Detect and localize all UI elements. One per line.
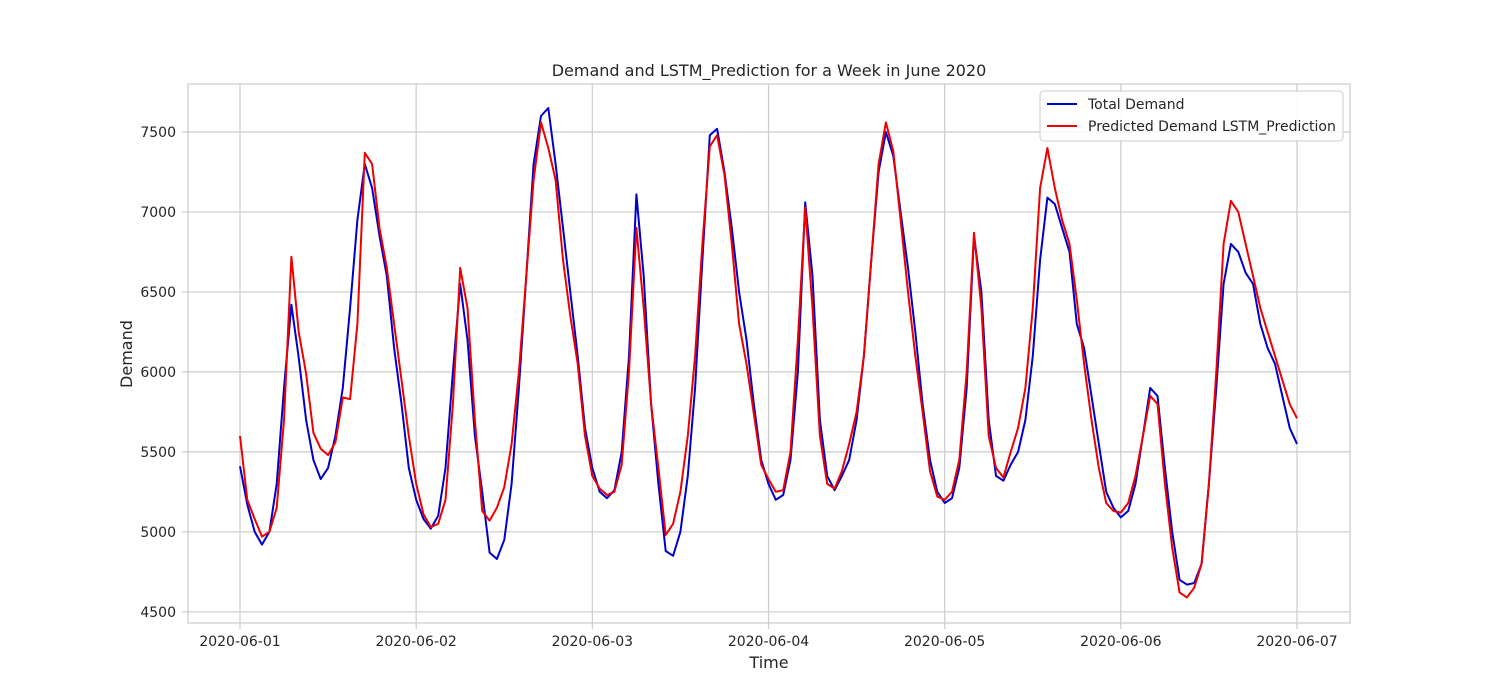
y-tick-label: 6500 xyxy=(140,285,176,301)
series-line-predicted-demand-lstm-prediction xyxy=(239,121,1298,599)
y-tick-label: 5000 xyxy=(140,525,176,541)
series-lines xyxy=(239,107,1298,599)
x-tick-label: 2020-06-04 xyxy=(728,634,809,650)
y-tick-label: 6000 xyxy=(140,365,176,381)
y-tick-label: 7500 xyxy=(140,125,176,141)
x-tick-label: 2020-06-01 xyxy=(199,634,280,650)
y-tick-label: 5500 xyxy=(140,445,176,461)
grid xyxy=(188,84,1350,623)
legend-box xyxy=(1039,90,1344,142)
x-tick-label: 2020-06-05 xyxy=(904,634,985,650)
y-tick-label: 4500 xyxy=(140,605,176,621)
series-line-total-demand xyxy=(239,107,1298,586)
x-tick-label: 2020-06-06 xyxy=(1080,634,1161,650)
legend: Total Demand Predicted Demand LSTM_Predi… xyxy=(1039,90,1344,142)
y-tick-label: 7000 xyxy=(140,205,176,221)
x-tick-label: 2020-06-07 xyxy=(1256,634,1337,650)
x-tick-label: 2020-06-03 xyxy=(552,634,633,650)
axis-ticks: 2020-06-01 2020-06-02 2020-06-03 2020-06-04… xyxy=(140,125,1337,650)
y-axis-title: Demand xyxy=(117,320,136,388)
x-axis-title: Time xyxy=(748,653,788,672)
legend-label-total-demand: Total Demand xyxy=(1087,97,1185,113)
x-tick-label: 2020-06-02 xyxy=(375,634,456,650)
legend-label-lstm-prediction: Predicted Demand LSTM_Prediction xyxy=(1088,119,1336,135)
chart-title: Demand and LSTM_Prediction for a Week in… xyxy=(552,61,987,81)
